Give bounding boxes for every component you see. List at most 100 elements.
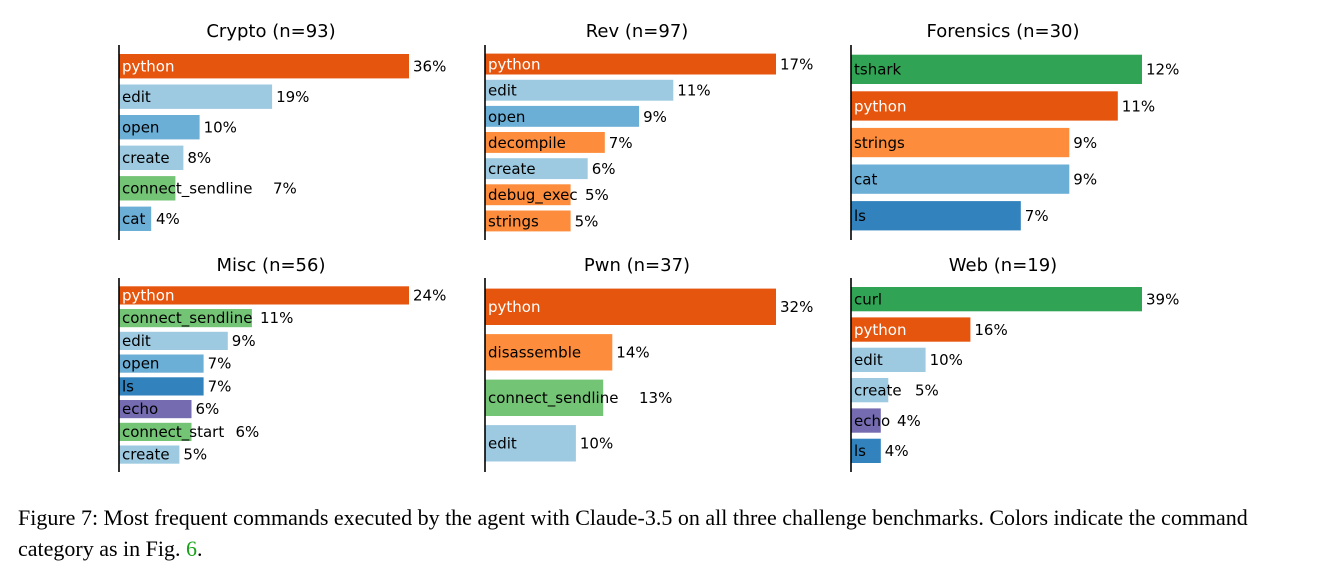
bar-label: create [122, 149, 170, 167]
panel-title: Misc (n=56) [217, 255, 326, 276]
bar-cat [119, 206, 152, 231]
bar-label: echo [122, 400, 158, 418]
value-label: 5% [915, 382, 939, 400]
bar-label: python [122, 58, 174, 76]
value-label: 6% [196, 400, 220, 418]
bar-disassemble [485, 334, 613, 371]
bar-label: edit [488, 82, 517, 100]
value-label: 9% [1073, 134, 1097, 152]
value-label: 7% [1025, 207, 1049, 225]
bar-echo [851, 408, 881, 433]
bar-label: create [488, 160, 536, 178]
bar-edit [119, 331, 228, 350]
figure-caption: Figure 7: Most frequent commands execute… [18, 502, 1303, 564]
bar-label: ls [122, 377, 134, 395]
bar-edit [485, 425, 576, 462]
bar-label: debug_exec [488, 186, 578, 205]
value-label: 6% [592, 160, 616, 178]
bar-python [851, 317, 971, 342]
bar-ls [851, 438, 881, 463]
bar-open [119, 115, 200, 140]
value-label: 11% [260, 309, 293, 327]
value-label: 9% [232, 332, 256, 350]
value-label: 10% [930, 351, 963, 369]
bar-label: connect_sendline [488, 389, 618, 408]
bar-create [851, 378, 889, 403]
panel-title: Pwn (n=37) [584, 255, 690, 276]
command-frequency-figure: Crypto (n=93) python 36% edit 19% open 10% crea… [118, 21, 1179, 472]
bar-ls [119, 377, 204, 396]
value-label: 14% [616, 344, 649, 362]
bar-tshark [851, 54, 1142, 84]
bar-decompile [485, 132, 605, 153]
caption-figure-link[interactable]: 6 [186, 536, 198, 561]
bar-label: open [122, 355, 159, 373]
bar-python [119, 286, 409, 305]
bar-edit [485, 79, 674, 101]
panel-4: Pwn (n=37) python 32% disassemble 14% connect… [484, 255, 813, 472]
bar-connect-sendline [485, 379, 604, 416]
value-label: 5% [575, 212, 599, 230]
panel-3: Misc (n=56) python 24% connect_sendline 11% e… [118, 255, 446, 472]
value-label: 9% [643, 108, 667, 126]
bar-edit [851, 347, 926, 372]
bar-label: disassemble [488, 344, 581, 362]
value-label: 32% [780, 298, 813, 316]
bar-label: ls [854, 207, 866, 225]
bar-label: python [122, 286, 174, 304]
value-label: 7% [273, 180, 297, 198]
panel-title: Forensics (n=30) [926, 21, 1079, 42]
bar-python [485, 53, 776, 75]
bar-label: edit [122, 332, 151, 350]
bar-connect-start [119, 422, 192, 441]
value-label: 7% [208, 355, 232, 373]
panel-0: Crypto (n=93) python 36% edit 19% open 10% crea… [118, 21, 446, 240]
panel-title: Web (n=19) [949, 255, 1057, 276]
caption-end: . [197, 536, 203, 561]
bar-label: strings [854, 134, 905, 152]
bar-create [119, 145, 184, 170]
bar-label: create [854, 382, 902, 400]
value-label: 9% [1073, 171, 1097, 189]
panel-5: Web (n=19) curl 39% python 16% edit 10% create 5… [850, 255, 1179, 472]
value-label: 11% [1122, 97, 1155, 115]
bar-label: echo [854, 412, 890, 430]
panel-title: Crypto (n=93) [206, 21, 335, 42]
value-label: 6% [236, 423, 260, 441]
bar-label: connect_start [122, 423, 224, 442]
bar-label: python [854, 97, 906, 115]
bar-label: connect_sendline [122, 180, 252, 199]
value-label: 13% [639, 389, 672, 407]
value-label: 5% [585, 186, 609, 204]
caption-text: Figure 7: Most frequent commands execute… [18, 505, 1248, 561]
bar-connect-sendline [119, 176, 176, 201]
bar-debug-exec [485, 184, 571, 206]
bar-echo [119, 400, 192, 419]
bar-connect-sendline [119, 309, 252, 328]
value-label: 19% [276, 88, 309, 106]
value-label: 12% [1146, 61, 1179, 79]
bar-label: edit [122, 88, 151, 106]
bar-create [119, 445, 180, 464]
value-label: 4% [156, 210, 180, 228]
value-label: 10% [580, 435, 613, 453]
bar-label: edit [854, 351, 883, 369]
value-label: 5% [183, 446, 207, 464]
bar-python [119, 54, 409, 79]
panel-2: Forensics (n=30) tshark 12% python 11% string… [850, 21, 1179, 240]
bar-create [485, 158, 588, 180]
bar-open [485, 105, 640, 127]
value-label: 8% [187, 149, 211, 167]
bar-label: python [488, 298, 540, 316]
value-label: 39% [1146, 291, 1179, 309]
bar-open [119, 354, 204, 373]
bar-strings [851, 127, 1070, 158]
bar-label: curl [854, 291, 882, 309]
value-label: 36% [413, 58, 446, 76]
bar-label: strings [488, 212, 539, 230]
bar-label: open [122, 119, 159, 137]
panel-1: Rev (n=97) python 17% edit 11% open 9% decompil… [484, 21, 813, 240]
bar-label: connect_sendline [122, 309, 252, 328]
bar-python [485, 288, 776, 325]
bar-curl [851, 287, 1142, 312]
